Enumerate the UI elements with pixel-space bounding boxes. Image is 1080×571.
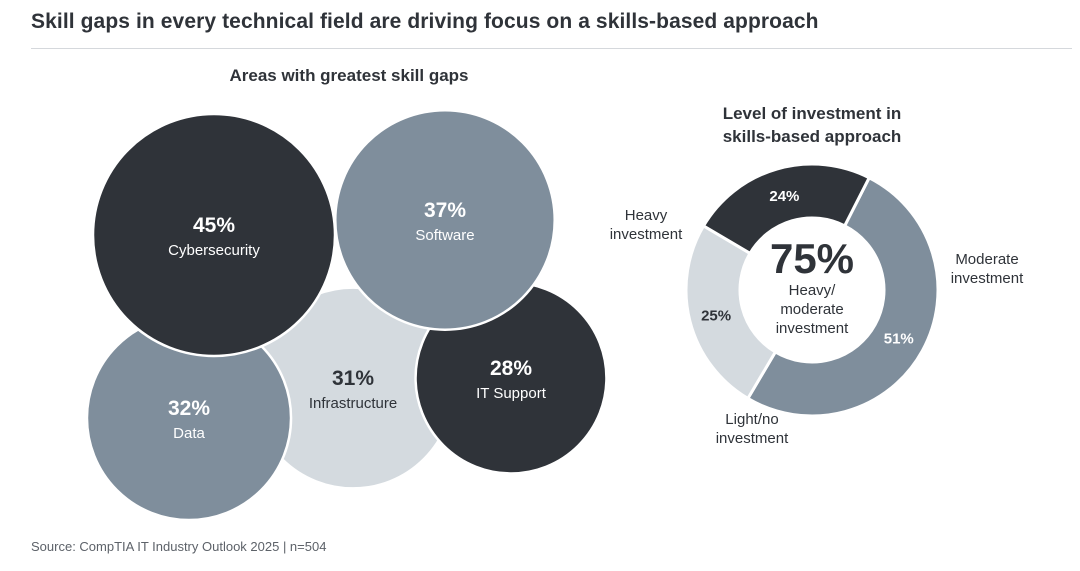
donut-label-moderate-investment-line-1: Moderate xyxy=(955,251,1018,268)
donut-chart-title: Level of investment in skills-based appr… xyxy=(723,102,902,148)
donut-label-light-no-investment-line-2: investment xyxy=(716,430,789,447)
donut-title-line-1: Level of investment in xyxy=(722,104,902,123)
donut-slice-light-no-investment xyxy=(684,223,778,401)
donut-title-line-2: skills-based approach xyxy=(722,127,902,146)
bubble-cybersecurity xyxy=(91,112,337,358)
bubble-chart: 31% Infrastructure 32% Data 28% IT Support 37%… xyxy=(85,109,608,522)
donut-label-moderate-investment-line-2: investment xyxy=(951,270,1024,287)
donut-label-heavy-investment-line-2: investment xyxy=(610,226,683,243)
donut-label-heavy-investment-line-1: Heavy xyxy=(625,207,668,224)
bubble-label-it-support: IT Support xyxy=(476,385,547,402)
title-divider xyxy=(31,48,1072,49)
donut-label-light-no-investment-line-1: Light/no xyxy=(725,411,778,428)
bubble-chart-title: Areas with greatest skill gaps xyxy=(229,66,469,85)
donut-slice-heavy-investment xyxy=(701,162,872,256)
bubble-value-cybersecurity: 45% xyxy=(193,214,235,237)
bubble-value-infrastructure: 31% xyxy=(332,367,374,390)
bubble-label-infrastructure: Infrastructure xyxy=(309,395,397,412)
bubble-value-data: 32% xyxy=(168,397,210,420)
donut-value-light-no-investment: 25% xyxy=(701,308,731,325)
donut-center-label-line-3: investment xyxy=(776,320,849,337)
donut-center-label-line-2: moderate xyxy=(780,301,843,318)
bubble-label-cybersecurity: Cybersecurity xyxy=(168,242,260,259)
donut-chart: 51% 25% 24% 75%Heavy/moderate investment Mode… xyxy=(610,162,1024,447)
bubble-value-it-support: 28% xyxy=(490,357,532,380)
bubble-label-software: Software xyxy=(415,227,474,244)
bubble-value-software: 37% xyxy=(424,199,466,222)
donut-slice-moderate-investment xyxy=(745,175,940,418)
donut-center-label-line-1: Heavy/ xyxy=(789,282,837,299)
donut-value-moderate-investment: 51% xyxy=(884,331,914,348)
donut-center-value: 75% xyxy=(770,235,854,282)
page-title: Skill gaps in every technical field are … xyxy=(31,10,819,33)
donut-value-heavy-investment: 24% xyxy=(769,188,799,205)
bubble-label-data: Data xyxy=(173,425,205,442)
source-note: Source: CompTIA IT Industry Outlook 2025… xyxy=(31,539,327,554)
